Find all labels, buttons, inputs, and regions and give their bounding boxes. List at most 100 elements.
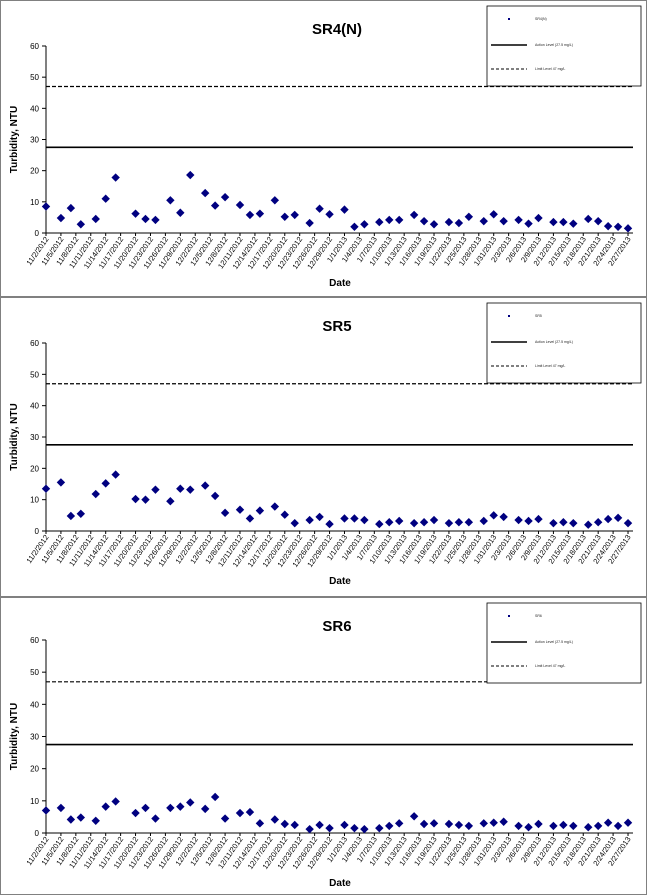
data-series — [41, 170, 633, 233]
y-tick-label: 10 — [30, 797, 39, 806]
data-point — [325, 210, 334, 219]
y-tick-label: 10 — [30, 496, 39, 505]
data-point — [375, 519, 384, 529]
data-point — [559, 217, 568, 227]
y-tick-label: 20 — [30, 167, 39, 176]
data-point — [131, 209, 140, 218]
data-point — [41, 484, 51, 493]
data-series — [41, 470, 633, 529]
data-point — [514, 515, 523, 525]
data-point — [220, 508, 230, 518]
data-point — [91, 214, 100, 224]
legend-label: SR5 — [535, 314, 542, 318]
data-point — [56, 803, 66, 813]
legend: SR5 Action Level (27.5 mg/L) Limit Level 4… — [486, 302, 642, 384]
y-tick-label: 30 — [30, 136, 39, 145]
data-point — [603, 221, 613, 231]
data-point — [210, 491, 220, 501]
data-point — [315, 820, 324, 830]
data-point — [220, 814, 230, 823]
data-point — [375, 217, 384, 227]
data-point — [454, 218, 464, 228]
data-point — [270, 502, 280, 511]
data-point — [176, 484, 185, 493]
data-point — [549, 217, 558, 227]
data-point — [91, 816, 100, 825]
legend-marker — [508, 315, 510, 317]
data-point — [305, 824, 314, 834]
data-point — [255, 819, 265, 828]
data-point — [514, 215, 523, 225]
y-axis-label: Turbidity, NTU — [9, 703, 20, 770]
data-point — [176, 208, 185, 217]
y-tick-label: 50 — [30, 668, 39, 677]
data-point — [479, 819, 488, 828]
data-point — [429, 819, 439, 828]
y-tick-label: 20 — [30, 464, 39, 473]
y-tick-label: 50 — [30, 73, 39, 82]
data-point — [429, 220, 439, 229]
data-point — [235, 808, 245, 818]
legend-marker — [508, 18, 510, 20]
data-point — [499, 817, 508, 826]
data-point — [270, 815, 280, 824]
y-tick-label: 40 — [30, 402, 39, 411]
data-point — [394, 819, 404, 828]
data-point — [200, 481, 210, 490]
data-point — [280, 819, 289, 829]
data-point — [166, 196, 175, 205]
y-tick-label: 40 — [30, 700, 39, 709]
data-point — [270, 196, 280, 205]
data-point — [584, 823, 593, 832]
data-point — [534, 514, 543, 524]
data-point — [220, 192, 230, 202]
data-point — [101, 479, 110, 488]
data-point — [419, 518, 429, 527]
legend-box — [486, 302, 642, 384]
data-point — [584, 520, 593, 529]
data-point — [151, 485, 160, 494]
data-point — [245, 210, 255, 220]
chart-title: SR5 — [322, 318, 351, 335]
x-axis-label: Date — [329, 576, 351, 587]
data-point — [111, 173, 120, 182]
data-point — [360, 824, 369, 834]
data-point — [66, 815, 76, 824]
legend-label: Limit Level 47 mg/L — [535, 664, 565, 668]
data-point — [245, 514, 255, 523]
data-point — [559, 518, 568, 527]
data-point — [305, 515, 314, 525]
data-point — [385, 518, 394, 527]
y-tick-label: 0 — [35, 527, 40, 536]
data-point — [101, 194, 110, 203]
legend-marker — [508, 615, 510, 617]
data-point — [419, 216, 429, 226]
data-point — [569, 518, 578, 528]
data-point — [444, 217, 454, 227]
data-point — [454, 518, 464, 527]
chart-title: SR6 — [322, 618, 351, 635]
data-point — [290, 820, 299, 830]
x-axis-label: Date — [329, 278, 351, 289]
data-point — [186, 485, 195, 494]
data-point — [41, 806, 51, 815]
data-point — [524, 219, 533, 228]
chart-title: SR4(N) — [312, 21, 362, 38]
data-point — [559, 820, 568, 830]
data-point — [569, 219, 578, 228]
data-point — [41, 202, 51, 211]
y-tick-label: 30 — [30, 733, 39, 742]
data-point — [623, 224, 633, 233]
data-point — [360, 515, 369, 525]
legend-box — [486, 602, 642, 684]
data-point — [350, 823, 359, 833]
data-point — [514, 821, 523, 831]
data-point — [151, 215, 160, 225]
data-point — [603, 514, 613, 524]
y-tick-label: 0 — [35, 229, 40, 238]
data-point — [315, 512, 324, 522]
y-axis-label: Turbidity, NTU — [9, 106, 20, 173]
data-point — [623, 818, 633, 827]
